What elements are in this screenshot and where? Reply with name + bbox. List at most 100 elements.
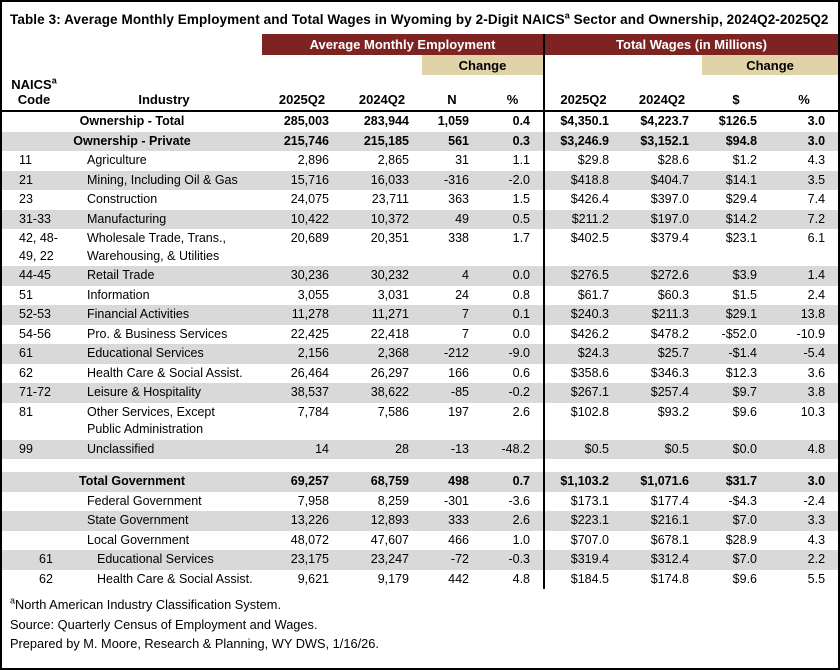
cell-emp-change-n: 333 bbox=[422, 511, 482, 531]
cell-industry: Agriculture bbox=[87, 153, 147, 167]
cell-emp-2024q2: 20,351 bbox=[370, 231, 409, 245]
cell-wages-change-pct: 4.3 bbox=[807, 532, 826, 547]
cell-industry: Retail Trade bbox=[66, 266, 262, 286]
cell-wages-2025q2: $240.3 bbox=[543, 305, 623, 325]
cell-emp-2024q2: 28 bbox=[342, 439, 422, 459]
cell-emp-change-pct: 2.6 bbox=[482, 511, 545, 531]
cell-emp-2025q2: 215,746 bbox=[262, 131, 342, 151]
cell-wages-change-dollar: -$4.3 bbox=[728, 493, 758, 508]
table-row: 62 Health Care & Social Assist. 26,464 26,2… bbox=[2, 363, 838, 383]
cell-emp-2025q2: 3,055 bbox=[297, 287, 329, 302]
cell-emp-change-pct: -0.3 bbox=[482, 550, 545, 570]
cell-section-label: Ownership - Total bbox=[79, 114, 185, 128]
cell-emp-2024q2: 8,259 bbox=[377, 493, 409, 508]
cell-wages-2025q2: $0.5 bbox=[543, 439, 623, 459]
cell-emp-change-pct: 0.4 bbox=[512, 114, 531, 128]
col-header-emp-change-n: N bbox=[422, 75, 482, 112]
cell-wages-2025q2: $319.4 bbox=[543, 550, 623, 570]
cell-emp-change-pct: 0.0 bbox=[512, 326, 531, 341]
col-header-industry: Industry bbox=[66, 75, 262, 112]
table-row: 81 Other Services, Except Public Administ… bbox=[2, 402, 838, 440]
spacer-row bbox=[2, 459, 839, 472]
cell-emp-change-n: -72 bbox=[422, 550, 482, 570]
cell-emp-change-n: 442 bbox=[448, 571, 469, 586]
cell-naics-code: 42, 48- 49, 22 bbox=[19, 231, 58, 263]
table-body: Ownership - Total 285,003 283,944 1,059 0.4 $… bbox=[2, 111, 839, 589]
cell-naics-code: 61 bbox=[2, 550, 66, 570]
cell-industry: Financial Activities bbox=[66, 305, 262, 325]
cell-wages-2025q2: $4,350.1 bbox=[543, 111, 623, 132]
cell-wages-change-dollar: -$1.4 bbox=[702, 344, 771, 364]
cell-wages-2024q2: $28.6 bbox=[657, 153, 690, 167]
cell-industry: Leisure & Hospitality bbox=[66, 383, 262, 403]
cell-emp-change-pct: 0.7 bbox=[482, 472, 545, 492]
cell-industry: Information bbox=[87, 287, 150, 302]
cell-industry: State Government bbox=[66, 511, 262, 531]
column-header-row: NAICSa Code Industry 2025Q2 2024Q2 N % 20… bbox=[2, 75, 839, 112]
group-header-row: Average Monthly Employment Total Wages (… bbox=[2, 34, 839, 55]
cell-emp-2025q2: 14 bbox=[262, 439, 342, 459]
cell-wages-2024q2: $174.8 bbox=[650, 571, 690, 586]
table-row: 11 Agriculture 2,896 2,865 31 1.1 $29.8 $28.6 $1… bbox=[2, 151, 838, 171]
group-header-wages: Total Wages (in Millions) bbox=[543, 34, 839, 55]
cell-emp-change-n: 498 bbox=[422, 472, 482, 492]
cell-emp-2025q2: 2,896 bbox=[297, 153, 329, 167]
code-label: Code bbox=[17, 92, 51, 107]
cell-emp-2025q2: 26,464 bbox=[290, 365, 329, 380]
cell-emp-2024q2: 30,232 bbox=[342, 266, 422, 286]
cell-industry: Health Care & Social Assist. bbox=[97, 571, 253, 586]
cell-emp-change-n: 4 bbox=[422, 266, 482, 286]
cell-wages-2024q2: $60.3 bbox=[657, 287, 690, 302]
cell-wages-2025q2: $211.2 bbox=[543, 209, 623, 229]
table-row: Local Government 48,072 47,607 466 1.0 $707.0… bbox=[2, 530, 838, 550]
cell-naics-code: 23 bbox=[19, 192, 33, 206]
cell-wages-2024q2: $0.5 bbox=[622, 439, 703, 459]
cell-emp-2024q2: 68,759 bbox=[342, 472, 422, 492]
cell-emp-2025q2: 69,257 bbox=[262, 472, 342, 492]
cell-section-label: Total Government bbox=[2, 472, 262, 492]
footnote-prepared-by: Prepared by M. Moore, Research & Plannin… bbox=[10, 636, 379, 651]
cell-emp-change-n: 338 bbox=[448, 231, 469, 245]
cell-wages-change-dollar: -$52.0 bbox=[721, 326, 758, 341]
table-row: 61 Educational Services 23,175 23,247 -72 -0.… bbox=[2, 550, 839, 570]
cell-industry: Wholesale Trade, Trans., Warehousing, & … bbox=[87, 231, 226, 263]
cell-emp-2024q2: 2,368 bbox=[342, 344, 422, 364]
cell-wages-change-pct: 7.4 bbox=[807, 192, 826, 206]
cell-wages-change-dollar: $9.7 bbox=[702, 383, 771, 403]
change-header-spacer bbox=[543, 55, 703, 75]
cell-emp-change-n: 466 bbox=[448, 532, 469, 547]
cell-naics-code: 44-45 bbox=[2, 266, 66, 286]
cell-wages-2025q2: $426.4 bbox=[543, 190, 623, 210]
cell-wages-2025q2: $102.8 bbox=[543, 402, 623, 440]
cell-industry: Health Care & Social Assist. bbox=[87, 365, 243, 380]
cell-wages-change-pct: 2.4 bbox=[807, 287, 826, 302]
cell-wages-2024q2: $1,071.6 bbox=[622, 472, 703, 492]
cell-wages-2025q2: $1,103.2 bbox=[543, 472, 623, 492]
cell-emp-2025q2: 11,278 bbox=[262, 305, 342, 325]
cell-wages-2024q2: $3,152.1 bbox=[622, 131, 703, 151]
cell-emp-change-pct: 1.1 bbox=[512, 153, 531, 167]
cell-naics-code: 81 bbox=[19, 404, 33, 419]
col-header-emp-2025q2: 2025Q2 bbox=[262, 75, 342, 112]
table-row: 42, 48- 49, 22 Wholesale Trade, Trans., W… bbox=[2, 229, 838, 266]
table-row: 99 Unclassified 14 28 -13 -48.2 $0.5 $0.5 $0.0 4.… bbox=[2, 439, 839, 459]
cell-emp-2025q2: 38,537 bbox=[262, 383, 342, 403]
cell-industry: Educational Services bbox=[66, 344, 262, 364]
cell-emp-change-pct: -2.0 bbox=[482, 170, 545, 190]
cell-industry: Mining, Including Oil & Gas bbox=[66, 170, 262, 190]
table-row: 31-33 Manufacturing 10,422 10,372 49 0.5 $211.… bbox=[2, 209, 839, 229]
cell-emp-2024q2: 3,031 bbox=[377, 287, 409, 302]
spacer-cell bbox=[2, 459, 544, 472]
table-row: 71-72 Leisure & Hospitality 38,537 38,622 -8… bbox=[2, 383, 839, 403]
cell-wages-change-dollar: $12.3 bbox=[725, 365, 758, 380]
cell-emp-change-n: 31 bbox=[455, 153, 469, 167]
cell-emp-change-n: 561 bbox=[422, 131, 482, 151]
cell-emp-change-pct: 4.8 bbox=[512, 571, 531, 586]
cell-wages-change-pct: 10.3 bbox=[800, 404, 826, 419]
cell-wages-2024q2: $312.4 bbox=[622, 550, 703, 570]
title-superscript: a bbox=[564, 10, 570, 21]
cell-industry: Pro. & Business Services bbox=[87, 326, 228, 341]
cell-wages-change-dollar: $9.6 bbox=[732, 404, 758, 419]
cell-industry: Manufacturing bbox=[66, 209, 262, 229]
cell-emp-2024q2: 215,185 bbox=[342, 131, 422, 151]
